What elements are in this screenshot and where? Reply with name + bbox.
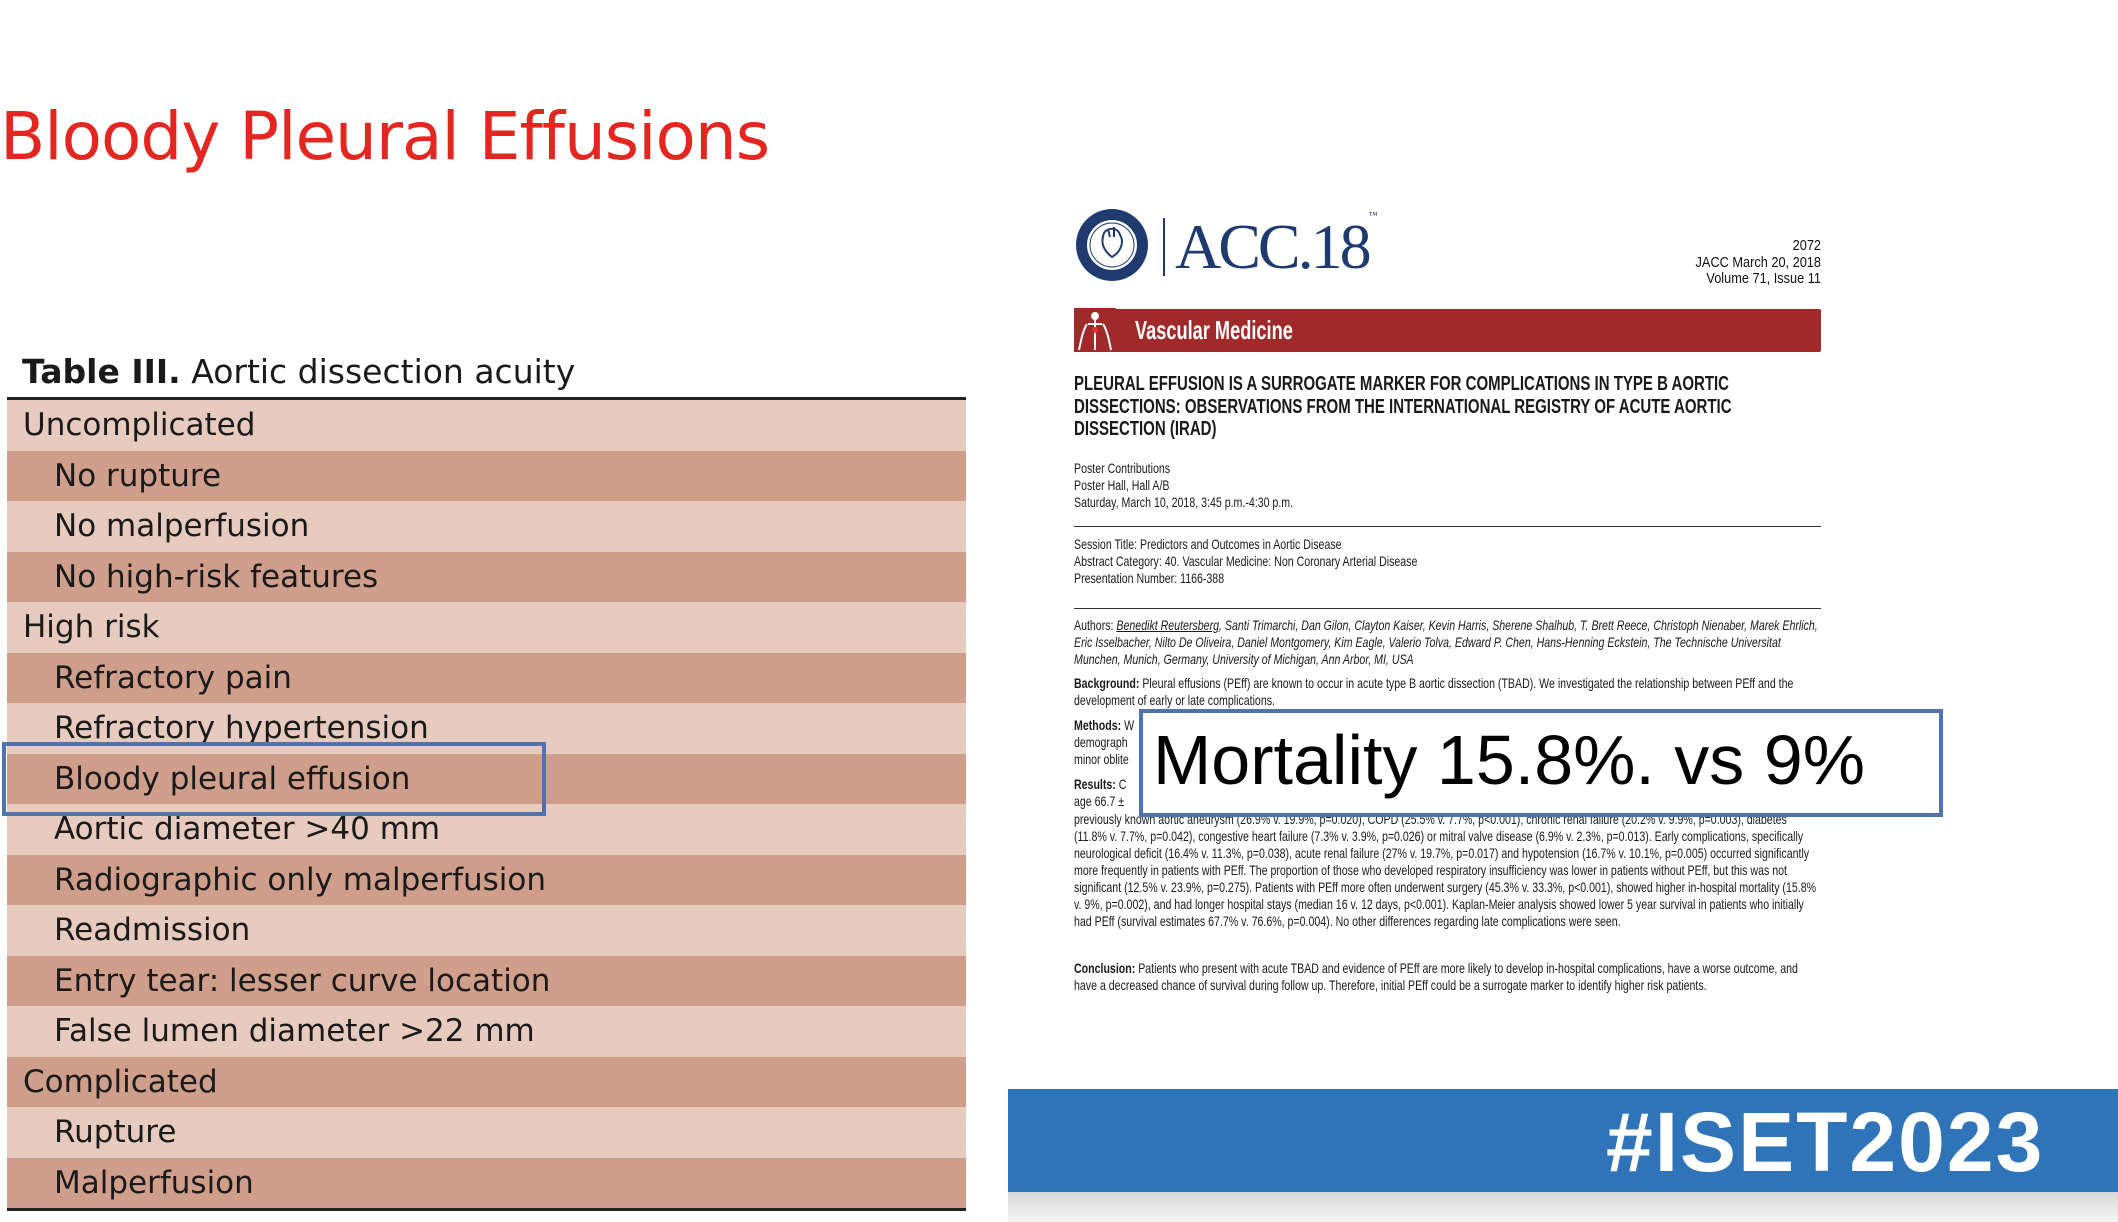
table-row-subitem: Malperfusion <box>7 1157 966 1208</box>
table-row-subitem: Entry tear: lesser curve location <box>7 955 966 1006</box>
table-row-subitem: Aortic diameter >40 mm <box>7 804 966 855</box>
divider <box>1074 526 1821 527</box>
methods-fragment: demograph <box>1074 735 1128 750</box>
methods-text: W <box>1121 718 1135 733</box>
results-fragment: Results: C <box>1074 777 1126 792</box>
mortality-callout-text: Mortality 15.8%. vs 9% <box>1153 721 1865 799</box>
vascular-body-icon <box>1074 308 1116 352</box>
footer-hashtag: #ISET2023 <box>1606 1095 2045 1189</box>
trademark: ™ <box>1368 210 1378 220</box>
authors: Authors: Benedikt Reutersberg, Santi Tri… <box>1074 617 1821 668</box>
background-label: Background: <box>1074 676 1140 691</box>
mortality-callout-box <box>1139 709 1943 817</box>
journal-date: JACC March 20, 2018 <box>1695 253 1821 271</box>
results-fragment: age 66.7 ± <box>1074 794 1125 809</box>
poster-line: Poster Contributions <box>1074 461 1171 476</box>
presenting-author: Benedikt Reutersberg <box>1116 618 1219 633</box>
slide-title: Bloody Pleural Effusions <box>0 98 770 175</box>
conclusion-paragraph: Conclusion: Patients who present with ac… <box>1074 960 1821 994</box>
journal-volume: Volume 71, Issue 11 <box>1706 270 1821 287</box>
table-row-subitem: Rupture <box>7 1107 966 1158</box>
table-number: Table III. <box>22 352 181 391</box>
session-line: Presentation Number: 1166-388 <box>1074 571 1225 586</box>
authors-list: , Santi Trimarchi, Dan Gilon, Clayton Ka… <box>1074 618 1818 667</box>
table-row-subitem: Readmission <box>7 905 966 956</box>
session-info: Session Title: Predictors and Outcomes i… <box>1074 536 1821 587</box>
conclusion-text: Patients who present with acute TBAD and… <box>1074 961 1798 993</box>
section-banner <box>1112 309 1821 352</box>
table-row-subitem: Bloody pleural effusion <box>7 753 966 804</box>
methods-label: Methods: <box>1074 718 1122 733</box>
authors-label: Authors: <box>1074 618 1117 633</box>
background-paragraph: Background: Pleural effusions (PEff) are… <box>1074 675 1821 709</box>
methods-fragment: Methods: W <box>1074 718 1134 733</box>
table-row-category: Complicated <box>7 1056 966 1107</box>
section-label: Vascular Medicine <box>1135 315 1293 345</box>
highlight-box <box>2 742 546 816</box>
acc-seal-logo <box>1076 209 1148 281</box>
background-text: Pleural effusions (PEff) are known to oc… <box>1074 676 1794 708</box>
table-row-subitem: Refractory pain <box>7 652 966 703</box>
table-row-subitem: Radiographic only malperfusion <box>7 854 966 905</box>
poster-info: Poster Contributions Poster Hall, Hall A… <box>1074 460 1821 511</box>
footer-banner <box>1008 1089 2118 1192</box>
poster-line: Saturday, March 10, 2018, 3:45 p.m.-4:30… <box>1074 495 1294 510</box>
footer-shadow <box>1008 1192 2118 1222</box>
table-caption: Table III. Aortic dissection acuity <box>22 352 575 391</box>
journal-info: 2072 JACC March 20, 2018 Volume 71, Issu… <box>1650 237 1821 288</box>
poster-line: Poster Hall, Hall A/B <box>1074 478 1170 493</box>
results-paragraph: previously known aortic aneurysm (26.9% … <box>1074 812 1817 929</box>
page-number: 2072 <box>1792 237 1821 254</box>
session-line: Session Title: Predictors and Outcomes i… <box>1074 537 1342 552</box>
table-caption-text: Aortic dissection acuity <box>180 352 576 391</box>
results-label: Results: <box>1074 777 1116 792</box>
brand-text: ACC.18 <box>1175 211 1372 282</box>
conclusion-label: Conclusion: <box>1074 961 1136 976</box>
table-row-subitem: False lumen diameter >22 mm <box>7 1006 966 1057</box>
methods-fragment: minor oblite <box>1074 752 1129 767</box>
table-row-subitem: No rupture <box>7 450 966 501</box>
table-row-category: High risk <box>7 602 966 653</box>
results-text: C <box>1115 777 1127 792</box>
session-line: Abstract Category: 40. Vascular Medicine… <box>1074 554 1418 569</box>
logo-divider <box>1163 218 1165 276</box>
abstract-title: PLEURAL EFFUSION IS A SURROGATE MARKER F… <box>1074 373 1732 440</box>
acc-brand: ACC.18™ <box>1175 210 1377 284</box>
table-row-category: Uncomplicated <box>7 400 966 451</box>
table-row-subitem: No high-risk features <box>7 551 966 602</box>
divider <box>1074 608 1821 609</box>
acuity-table: Uncomplicated No rupture No malperfusion No… <box>7 397 966 1211</box>
table-row-subitem: No malperfusion <box>7 501 966 552</box>
